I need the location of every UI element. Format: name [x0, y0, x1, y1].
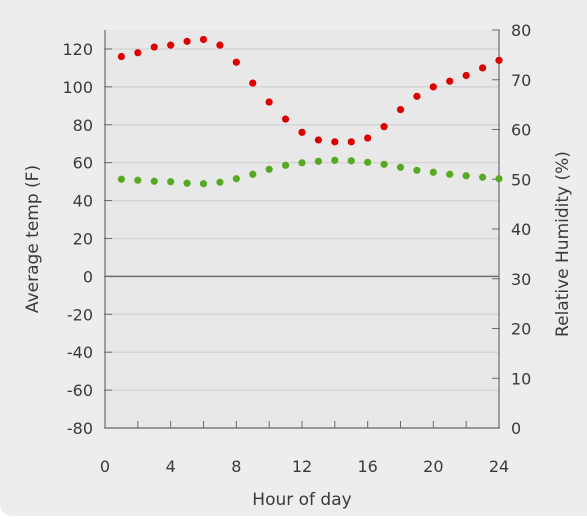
- x-axis-title: Hour of day: [252, 490, 351, 510]
- temp-point: [298, 128, 306, 136]
- humidity-point: [446, 170, 454, 178]
- humidity-point: [413, 166, 421, 174]
- y-right-tick-label: 60: [511, 121, 531, 140]
- y-right-tick-label: 30: [511, 270, 531, 289]
- temp-point: [167, 41, 175, 49]
- temp-point: [134, 49, 142, 57]
- humidity-point: [117, 175, 126, 183]
- y-left-tick-label: 0: [83, 267, 93, 286]
- temp-point: [232, 58, 240, 66]
- temp-point: [495, 56, 503, 64]
- humidity-point: [281, 161, 290, 169]
- temp-point: [396, 106, 405, 114]
- temp-point: [314, 136, 323, 144]
- humidity-point: [134, 176, 142, 184]
- humidity-point: [495, 175, 503, 183]
- humidity-point: [167, 178, 175, 186]
- y-left-tick-label: 100: [62, 78, 93, 97]
- y-right-tick-label: 40: [511, 220, 531, 239]
- gridlines: [105, 48, 499, 429]
- y-left-tick-label: -60: [67, 381, 93, 400]
- y-left-tick-label: 60: [73, 154, 93, 173]
- temp-point: [462, 71, 470, 80]
- humidity-point: [199, 180, 208, 188]
- y-left-tick-label: -20: [67, 305, 93, 324]
- y-right-tick-label: 50: [511, 170, 531, 189]
- humidity-point: [478, 173, 487, 181]
- humidity-point: [331, 156, 339, 164]
- temp-point: [216, 41, 224, 49]
- temp-point: [347, 138, 355, 146]
- y-right-tick-label: 80: [511, 21, 531, 40]
- x-tick-label: 8: [231, 457, 241, 476]
- temp-point: [380, 123, 388, 131]
- humidity-point: [429, 168, 437, 176]
- humidity-point: [396, 163, 405, 171]
- temp-point: [199, 35, 208, 44]
- humidity-point: [249, 170, 257, 178]
- y-right-tick-label: 70: [511, 71, 531, 90]
- humidity-point: [298, 159, 306, 167]
- x-tick-label: 16: [357, 457, 377, 476]
- humidity-point: [232, 175, 240, 183]
- temp-point: [413, 92, 421, 100]
- temp-series: [117, 35, 503, 146]
- y-left-tick-label: 20: [73, 229, 93, 248]
- humidity-point: [265, 165, 273, 173]
- y-axis-right-title: Relative Humidity (%): [553, 151, 573, 337]
- plot-area: [105, 30, 499, 428]
- temp-point: [331, 138, 339, 146]
- temp-point: [446, 77, 454, 85]
- temp-point: [265, 98, 273, 106]
- y-right-tick-label: 10: [511, 369, 531, 388]
- temp-point: [117, 52, 126, 61]
- temp-point: [249, 79, 257, 87]
- humidity-point: [183, 179, 191, 187]
- data-series: [117, 35, 503, 188]
- humidity-point: [364, 158, 372, 166]
- humidity-point: [462, 172, 470, 180]
- humidity-point: [314, 157, 323, 165]
- humidity-point: [216, 178, 224, 186]
- x-tick-label: 12: [292, 457, 312, 476]
- x-tick-label: 24: [489, 457, 509, 476]
- humidity-point: [347, 157, 355, 165]
- temp-point: [150, 43, 158, 51]
- temp-point: [478, 64, 487, 72]
- x-tick-label: 0: [100, 457, 110, 476]
- humidity-series: [117, 156, 503, 188]
- y-left-tick-label: -40: [67, 343, 93, 362]
- y-axis-left-title: Average temp (F): [23, 165, 43, 313]
- temp-point: [281, 115, 290, 123]
- x-tick-label: 20: [423, 457, 443, 476]
- y-left-tick-label: 120: [62, 40, 93, 59]
- humidity-point: [150, 177, 158, 185]
- y-right-tick-label: 20: [511, 320, 531, 339]
- y-left-tick-label: 40: [73, 192, 93, 211]
- y-left-tick-label: 80: [73, 116, 93, 135]
- y-left-tick-label: -80: [67, 419, 93, 438]
- y-right-tick-label: 0: [511, 419, 521, 438]
- temp-point: [429, 83, 437, 91]
- axes: [104, 29, 500, 429]
- temp-point: [183, 37, 191, 45]
- x-tick-label: 4: [166, 457, 176, 476]
- humidity-point: [380, 160, 388, 168]
- temp-point: [364, 134, 372, 142]
